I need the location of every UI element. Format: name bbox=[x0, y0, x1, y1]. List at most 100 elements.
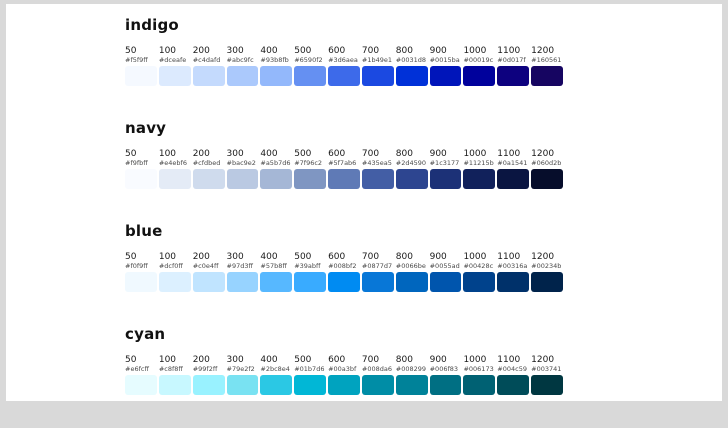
swatch-column: 600 #008bf2 bbox=[328, 252, 360, 292]
hex-label: #5f7ab6 bbox=[328, 159, 357, 167]
step-label: 600 bbox=[328, 252, 346, 262]
color-swatch bbox=[125, 375, 157, 395]
hex-label: #cfdbed bbox=[192, 159, 221, 167]
step-label: 1000 bbox=[463, 252, 487, 262]
swatch-column: 900 #006f83 bbox=[429, 355, 462, 395]
color-swatch bbox=[361, 66, 394, 86]
color-swatch bbox=[226, 66, 259, 86]
step-label: 50 bbox=[125, 46, 137, 56]
swatch-column: 300 #abc9fc bbox=[226, 46, 259, 86]
hex-label: #97d3ff bbox=[226, 262, 253, 270]
swatch-column: 100 #dceafe bbox=[158, 46, 191, 86]
swatch-column: 900 #1c3177 bbox=[429, 149, 462, 189]
step-label: 800 bbox=[395, 46, 413, 56]
color-swatch bbox=[361, 272, 394, 292]
hex-label: #060d2b bbox=[531, 159, 562, 167]
color-swatch bbox=[429, 66, 462, 86]
step-label: 1200 bbox=[531, 46, 555, 56]
step-label: 600 bbox=[328, 355, 346, 365]
palette-section: navy 50 #f9fbff 100 #e4ebf6 200 #cfdbed 300 #ba… bbox=[125, 119, 722, 222]
color-swatch bbox=[192, 66, 225, 86]
step-label: 700 bbox=[361, 149, 380, 159]
color-swatch bbox=[158, 375, 191, 395]
hex-label: #0031d8 bbox=[395, 56, 427, 64]
color-swatch bbox=[395, 169, 428, 189]
step-label: 800 bbox=[395, 149, 413, 159]
color-swatch bbox=[463, 375, 496, 395]
hex-label: #2d4590 bbox=[395, 159, 427, 167]
color-swatch bbox=[531, 375, 563, 395]
step-label: 1100 bbox=[497, 252, 521, 262]
step-label: 400 bbox=[260, 355, 278, 365]
color-swatch bbox=[531, 272, 563, 292]
swatch-column: 600 #3d6aea bbox=[328, 46, 360, 86]
step-label: 1200 bbox=[531, 149, 555, 159]
hex-label: #004c59 bbox=[497, 365, 527, 373]
hex-label: #f0f9ff bbox=[125, 262, 148, 270]
swatch-column: 1200 #00234b bbox=[531, 252, 563, 292]
color-swatch bbox=[463, 272, 496, 292]
palette-title: blue bbox=[125, 222, 163, 240]
hex-label: #1b49e1 bbox=[361, 56, 393, 64]
step-label: 1000 bbox=[463, 355, 487, 365]
step-label: 50 bbox=[125, 355, 137, 365]
swatch-column: 300 #bac9e2 bbox=[226, 149, 259, 189]
step-label: 1100 bbox=[497, 149, 521, 159]
step-label: 500 bbox=[294, 355, 312, 365]
swatch-column: 1100 #00316a bbox=[497, 252, 530, 292]
swatch-column: 1200 #160561 bbox=[531, 46, 563, 86]
hex-label: #00234b bbox=[531, 262, 562, 270]
swatch-column: 500 #7f96c2 bbox=[294, 149, 327, 189]
color-swatch bbox=[294, 272, 327, 292]
swatch-column: 200 #99f2ff bbox=[192, 355, 225, 395]
hex-label: #00a3bf bbox=[328, 365, 357, 373]
step-label: 700 bbox=[361, 355, 380, 365]
color-swatch bbox=[429, 375, 462, 395]
color-swatch bbox=[395, 272, 428, 292]
hex-label: #00316a bbox=[497, 262, 528, 270]
swatch-column: 900 #0015ba bbox=[429, 46, 462, 86]
hex-label: #00019c bbox=[463, 56, 494, 64]
swatch-column: 700 #435ea5 bbox=[361, 149, 394, 189]
swatch-column: 700 #0877d7 bbox=[361, 252, 394, 292]
swatch-column: 400 #93b8fb bbox=[260, 46, 293, 86]
color-swatch bbox=[531, 66, 563, 86]
palette-title: indigo bbox=[125, 16, 179, 34]
color-swatch bbox=[463, 169, 496, 189]
hex-label: #003741 bbox=[531, 365, 562, 373]
step-label: 600 bbox=[328, 46, 346, 56]
step-label: 900 bbox=[429, 46, 447, 56]
color-swatch bbox=[260, 66, 293, 86]
swatch-column: 1100 #0d017f bbox=[497, 46, 530, 86]
color-swatch bbox=[125, 169, 157, 189]
hex-label: #e4ebf6 bbox=[158, 159, 187, 167]
hex-label: #57b8ff bbox=[260, 262, 287, 270]
hex-label: #f9fbff bbox=[125, 159, 148, 167]
step-label: 600 bbox=[328, 149, 346, 159]
swatch-grid: 50 #e6fcff 100 #c8f8ff 200 #99f2ff 300 #79e2f2 4… bbox=[125, 355, 563, 395]
hex-label: #a5b7d6 bbox=[260, 159, 291, 167]
step-label: 200 bbox=[192, 252, 210, 262]
color-swatch bbox=[226, 272, 259, 292]
step-label: 300 bbox=[226, 46, 244, 56]
hex-label: #abc9fc bbox=[226, 56, 254, 64]
swatch-column: 700 #008da6 bbox=[361, 355, 394, 395]
hex-label: #6590f2 bbox=[294, 56, 323, 64]
swatch-column: 100 #c8f8ff bbox=[158, 355, 191, 395]
swatch-column: 1200 #060d2b bbox=[531, 149, 563, 189]
color-swatch bbox=[463, 66, 496, 86]
step-label: 1200 bbox=[531, 252, 555, 262]
step-label: 400 bbox=[260, 252, 278, 262]
color-swatch bbox=[158, 272, 191, 292]
hex-label: #c0e4ff bbox=[192, 262, 219, 270]
swatch-column: 400 #a5b7d6 bbox=[260, 149, 293, 189]
color-swatch bbox=[497, 169, 530, 189]
swatch-column: 600 #5f7ab6 bbox=[328, 149, 360, 189]
swatch-column: 100 #e4ebf6 bbox=[158, 149, 191, 189]
hex-label: #bac9e2 bbox=[226, 159, 256, 167]
swatch-column: 900 #0055ad bbox=[429, 252, 462, 292]
swatch-column: 700 #1b49e1 bbox=[361, 46, 394, 86]
hex-label: #f5f9ff bbox=[125, 56, 148, 64]
hex-label: #1c3177 bbox=[429, 159, 460, 167]
step-label: 500 bbox=[294, 46, 312, 56]
